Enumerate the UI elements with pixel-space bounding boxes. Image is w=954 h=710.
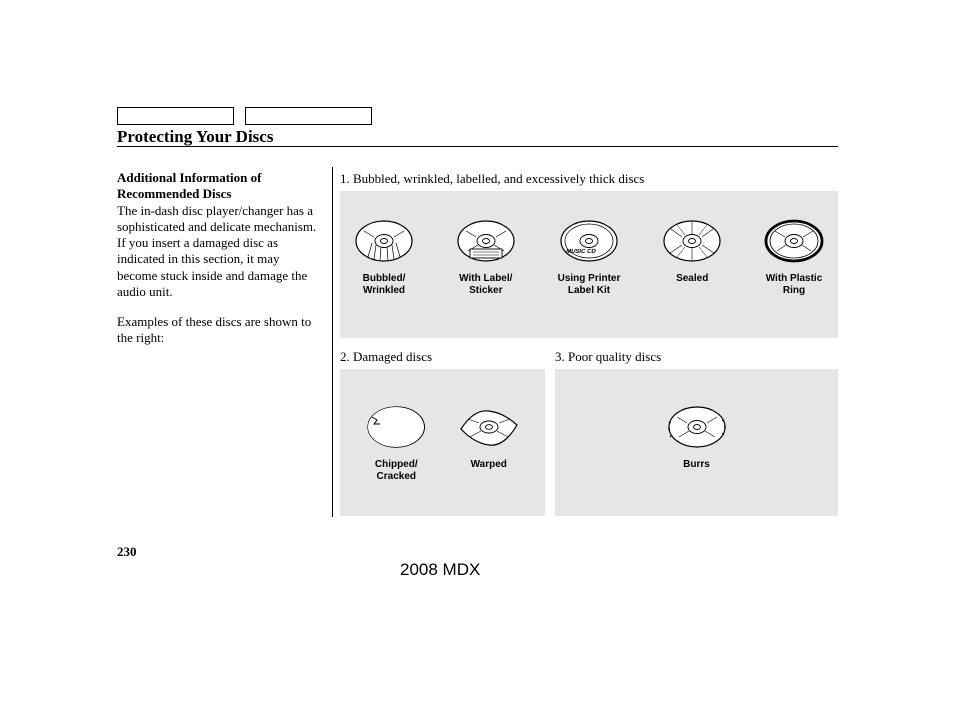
disc-icon-bubbled bbox=[354, 219, 414, 263]
header-box-2 bbox=[245, 107, 372, 125]
paragraph-1: The in-dash disc player/changer has a so… bbox=[117, 203, 322, 301]
subhead-line2: Recommended Discs bbox=[117, 186, 322, 202]
disc-warped: Warped bbox=[459, 405, 519, 482]
title-rule bbox=[117, 146, 838, 147]
manual-page: Protecting Your Discs Additional Informa… bbox=[0, 0, 954, 710]
page-number: 230 bbox=[117, 544, 137, 560]
disc-icon-plastic bbox=[764, 219, 824, 263]
disc-bubbled: Bubbled/Wrinkled bbox=[354, 219, 414, 296]
disc-plastic-ring: With PlasticRing bbox=[764, 219, 824, 296]
disc-icon-chipped bbox=[366, 405, 426, 449]
left-column: Additional Information of Recommended Di… bbox=[117, 170, 322, 347]
disc-label-label: With Label/Sticker bbox=[459, 273, 512, 296]
column-divider bbox=[332, 167, 333, 517]
paragraph-2: Examples of these discs are shown to the… bbox=[117, 314, 322, 347]
disc-label-bubbled: Bubbled/Wrinkled bbox=[363, 273, 406, 296]
panel-section1: Bubbled/Wrinkled With Label/Sticker bbox=[340, 191, 838, 338]
disc-label-warped: Warped bbox=[471, 459, 507, 471]
disc-label-sticker: With Label/Sticker bbox=[456, 219, 516, 296]
disc-label-plastic: With PlasticRing bbox=[766, 273, 823, 296]
section3-caption: 3. Poor quality discs bbox=[555, 349, 661, 365]
panel-section3: Burrs bbox=[555, 369, 838, 516]
disc-icon-warped bbox=[459, 405, 519, 449]
disc-burrs: Burrs bbox=[667, 405, 727, 471]
disc-sealed: Sealed bbox=[662, 219, 722, 296]
subhead-line1: Additional Information of bbox=[117, 170, 322, 186]
footer-text: 2008 MDX bbox=[400, 560, 480, 580]
disc-icon-burrs bbox=[667, 405, 727, 449]
section2-caption: 2. Damaged discs bbox=[340, 349, 432, 365]
page-title: Protecting Your Discs bbox=[117, 127, 273, 147]
disc-icon-printer: MUSIC CD bbox=[559, 219, 619, 263]
disc-label-burrs: Burrs bbox=[683, 459, 710, 471]
disc-label-printer: Using PrinterLabel Kit bbox=[558, 273, 621, 296]
svg-text:MUSIC CD: MUSIC CD bbox=[565, 248, 597, 255]
disc-label-sealed: Sealed bbox=[676, 273, 708, 285]
disc-chipped: Chipped/Cracked bbox=[366, 405, 426, 482]
disc-label-chipped: Chipped/Cracked bbox=[375, 459, 418, 482]
disc-icon-sealed bbox=[662, 219, 722, 263]
header-box-1 bbox=[117, 107, 234, 125]
section1-caption: 1. Bubbled, wrinkled, labelled, and exce… bbox=[340, 171, 644, 187]
panel-section2: Chipped/Cracked Warped bbox=[340, 369, 545, 516]
disc-icon-label bbox=[456, 219, 516, 263]
disc-printer: MUSIC CD Using PrinterLabel Kit bbox=[558, 219, 621, 296]
